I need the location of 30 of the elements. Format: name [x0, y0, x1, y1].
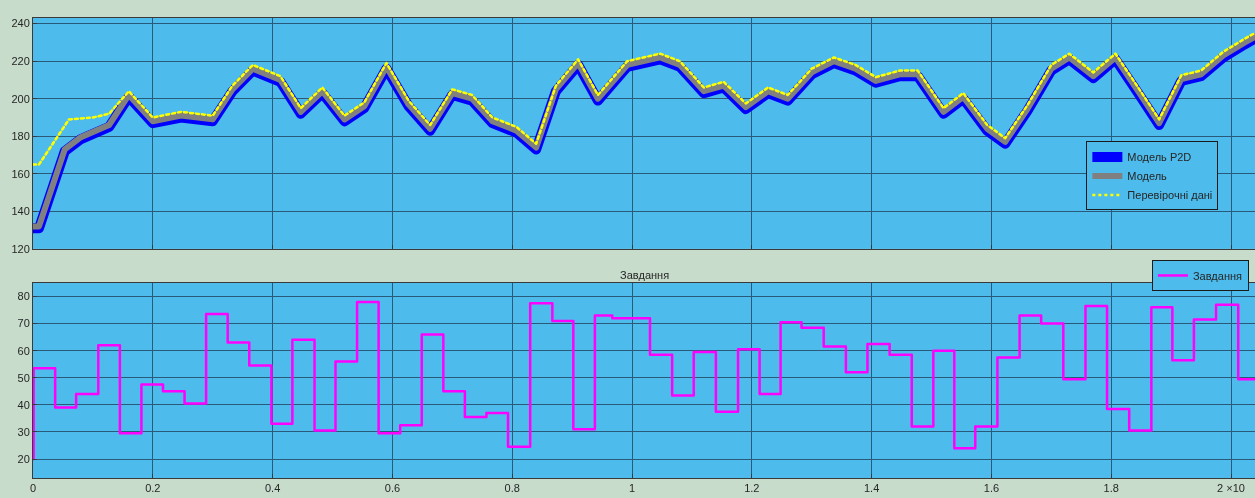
y-tick-label: 40 — [17, 398, 30, 411]
legend-label: Завдання — [1192, 269, 1243, 282]
legend-label: Перевірочні дані — [1127, 189, 1213, 202]
y-tick-label: 70 — [17, 317, 30, 330]
y-tick-label: 180 — [11, 130, 30, 143]
chart-title: Завдання — [620, 269, 670, 281]
x-tick-label: 0.4 — [264, 482, 281, 495]
y-tick-label: 20 — [17, 452, 30, 465]
x-tick-label: 0.8 — [504, 482, 520, 495]
y-tick-label: 60 — [17, 344, 30, 357]
x-tick-label: 0.6 — [384, 482, 401, 495]
y-tick-label: 160 — [11, 167, 30, 180]
x-tick-label: 1.2 — [744, 482, 760, 495]
y-tick-label: 50 — [17, 371, 30, 384]
y-tick-label: 200 — [11, 92, 30, 105]
y-tick-label: 30 — [17, 425, 30, 438]
y-tick-label: 240 — [11, 17, 30, 30]
y-tick-label: 80 — [17, 290, 30, 303]
legend-label: Модель — [1127, 170, 1168, 183]
x-tick-label: 0.2 — [145, 482, 161, 495]
x-tick-label: 1 — [628, 482, 636, 495]
y-tick-label: 140 — [11, 205, 30, 218]
x-tick-label: 2 ×10 — [1217, 482, 1245, 495]
y-tick-label: 120 — [11, 242, 30, 255]
y-tick-label: 220 — [11, 55, 30, 68]
x-tick-label: 1.6 — [983, 482, 1000, 495]
x-tick-label: 0 — [29, 482, 37, 495]
x-tick-label: 1.8 — [1103, 482, 1119, 495]
x-tick-label: 1.4 — [863, 482, 880, 495]
legend-label: Модель P2D — [1127, 151, 1192, 164]
